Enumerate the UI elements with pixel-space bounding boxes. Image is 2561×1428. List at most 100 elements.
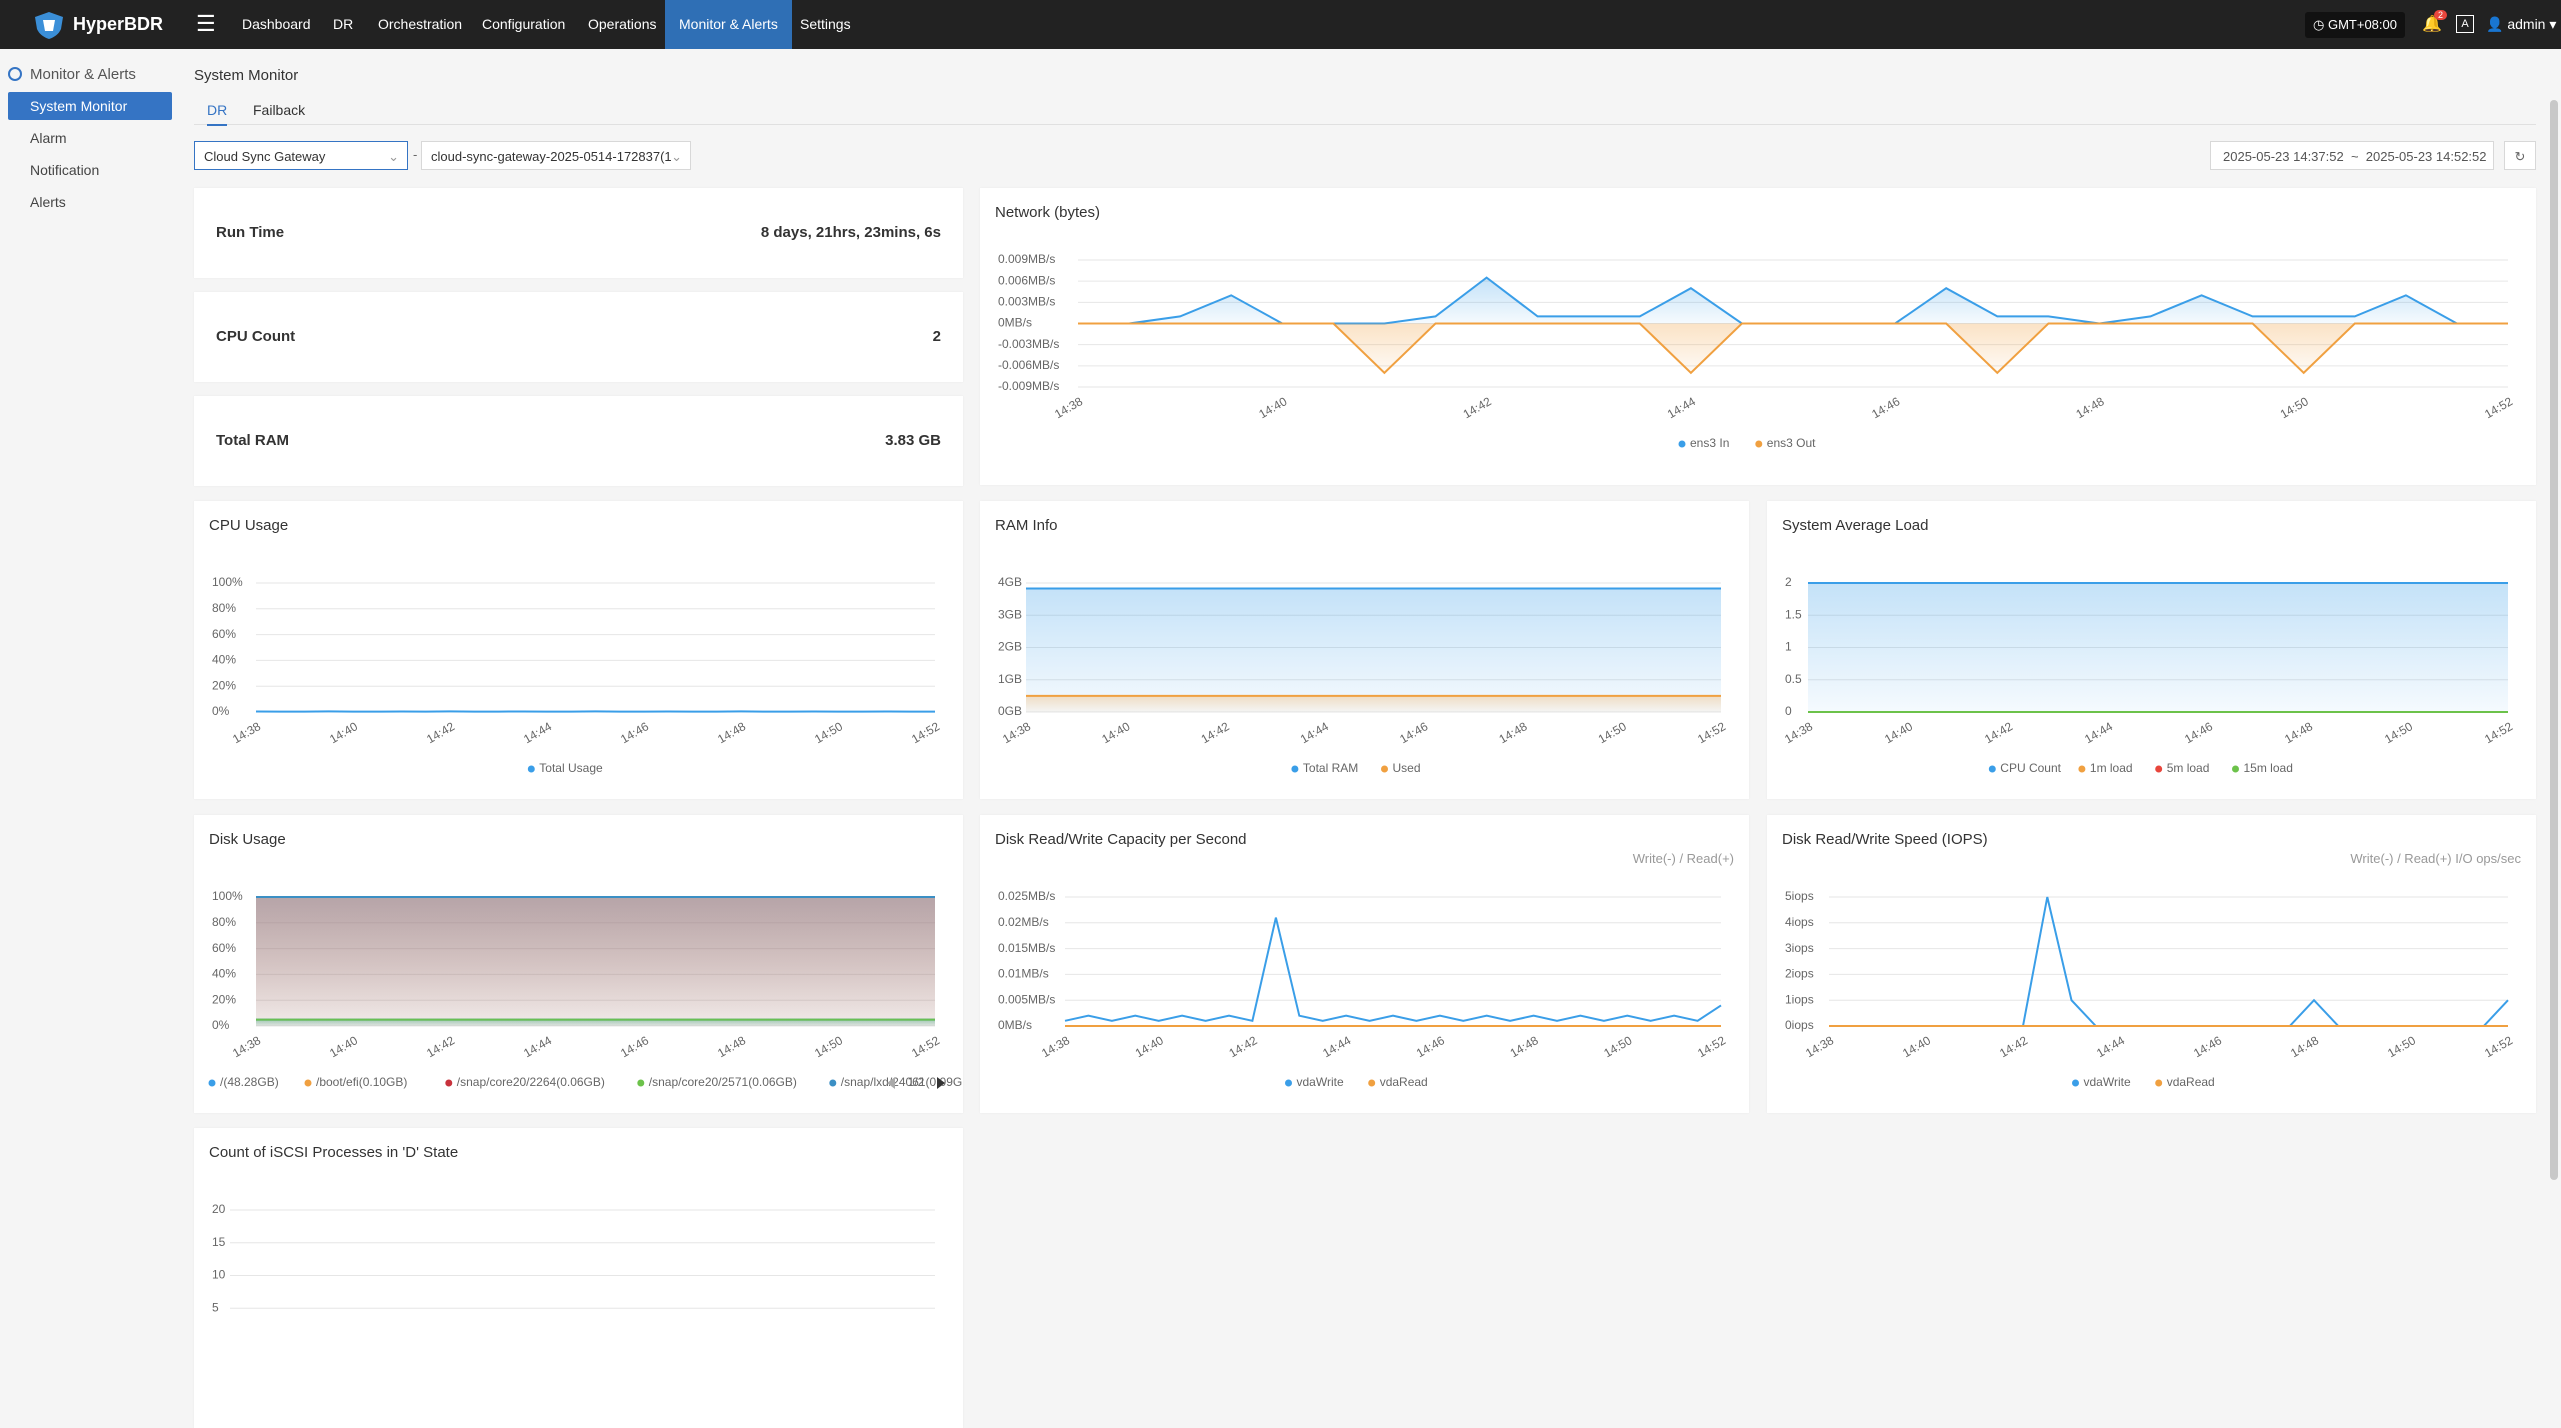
gateway-select[interactable]: Cloud Sync Gateway⌄ xyxy=(194,141,408,170)
legend-marker xyxy=(2072,1080,2079,1087)
stat-label: Run Time xyxy=(216,224,284,241)
y-tick-label: 0.006MB/s xyxy=(998,273,1055,287)
x-tick-label: 14:38 xyxy=(1039,1033,1072,1060)
x-tick-label: 14:48 xyxy=(2074,394,2107,421)
y-tick-label: -0.006MB/s xyxy=(998,358,1059,372)
y-tick-label: 4iops xyxy=(1785,915,1814,929)
x-tick-label: 14:52 xyxy=(2482,1033,2515,1060)
y-tick-label: 0.02MB/s xyxy=(998,915,1049,929)
legend-marker xyxy=(1285,1080,1292,1087)
sidebar-item[interactable]: Notification xyxy=(8,156,172,184)
legend-marker xyxy=(1368,1080,1375,1087)
legend-label: vdaRead xyxy=(2167,1075,2215,1089)
legend-label: /snap/core20/2264(0.06GB) xyxy=(457,1075,605,1089)
refresh-button[interactable]: ↻ xyxy=(2504,141,2536,170)
nav-item[interactable]: Dashboard xyxy=(228,0,325,49)
y-tick-label: 1.5 xyxy=(1785,607,1802,621)
nav-item[interactable]: DR xyxy=(319,0,367,49)
legend-marker xyxy=(209,1080,216,1087)
stat-label: CPU Count xyxy=(216,328,295,345)
menu-toggle[interactable]: ☰ xyxy=(196,0,216,47)
stat-value: 8 days, 21hrs, 23mins, 6s xyxy=(761,224,941,241)
y-tick-label: 0.5 xyxy=(1785,672,1802,686)
x-tick-label: 14:42 xyxy=(424,719,457,746)
tab[interactable]: DR xyxy=(207,102,227,126)
legend-label: vdaWrite xyxy=(1297,1075,1344,1089)
legend-label: 1m load xyxy=(2090,761,2133,775)
y-tick-label: 0MB/s xyxy=(998,316,1032,330)
x-tick-label: 14:44 xyxy=(521,1033,554,1060)
y-tick-label: 0.009MB/s xyxy=(998,252,1055,266)
scrollbar[interactable] xyxy=(2550,100,2558,1180)
y-tick-label: 1iops xyxy=(1785,992,1814,1006)
stat-label: Total RAM xyxy=(216,432,289,449)
area xyxy=(256,897,935,1026)
chart: 0.009MB/s0.006MB/s0.003MB/s0MB/s-0.003MB… xyxy=(980,188,2536,485)
timezone[interactable]: ◷ GMT+08:00 xyxy=(2305,12,2405,38)
x-tick-label: 14:44 xyxy=(521,719,554,746)
y-tick-label: 0 xyxy=(1785,704,1792,718)
y-tick-label: 4GB xyxy=(998,575,1022,589)
y-tick-label: 80% xyxy=(212,915,236,929)
y-tick-label: 0% xyxy=(212,1018,230,1032)
x-tick-label: 14:50 xyxy=(2385,1033,2418,1060)
x-tick-label: 14:48 xyxy=(715,1033,748,1060)
legend-marker xyxy=(2078,766,2085,773)
nav-item[interactable]: Orchestration xyxy=(364,0,476,49)
language[interactable]: A xyxy=(2456,15,2474,33)
legend-marker xyxy=(829,1080,836,1087)
x-tick-label: 14:46 xyxy=(618,719,651,746)
chart-card: Disk Read/Write Speed (IOPS)Write(-) / R… xyxy=(1767,815,2536,1113)
nav-item[interactable]: Configuration xyxy=(468,0,579,49)
nav-item[interactable]: Settings xyxy=(786,0,865,49)
y-tick-label: 40% xyxy=(212,653,236,667)
chart: 0MB/s0.005MB/s0.01MB/s0.015MB/s0.02MB/s0… xyxy=(980,815,1749,1113)
nav-item[interactable]: Monitor & Alerts xyxy=(665,0,792,49)
tab[interactable]: Failback xyxy=(253,102,305,124)
y-tick-label: 20 xyxy=(212,1202,226,1216)
legend-label: vdaRead xyxy=(1380,1075,1428,1089)
x-tick-label: 14:52 xyxy=(2482,394,2515,421)
x-tick-label: 14:40 xyxy=(1133,1033,1166,1060)
x-tick-label: 14:44 xyxy=(1320,1033,1353,1060)
y-tick-label: 0GB xyxy=(998,704,1022,718)
y-tick-label: 2 xyxy=(1785,575,1792,589)
x-tick-label: 14:44 xyxy=(1665,394,1698,421)
page-title: System Monitor xyxy=(194,67,298,84)
y-tick-label: 100% xyxy=(212,575,243,589)
area xyxy=(1026,588,1721,712)
select-text: Cloud Sync Gateway xyxy=(204,149,325,164)
y-tick-label: 80% xyxy=(212,601,236,615)
stat-card: Run Time 8 days, 21hrs, 23mins, 6s xyxy=(194,188,963,278)
legend-label: 15m load xyxy=(2244,761,2293,775)
area xyxy=(1026,696,1721,712)
sidebar-item[interactable]: Alarm xyxy=(8,124,172,152)
x-tick-label: 14:38 xyxy=(1052,394,1085,421)
tab-rule xyxy=(194,124,2536,125)
y-tick-label: 20% xyxy=(212,678,236,692)
nav-item[interactable]: Operations xyxy=(574,0,670,49)
legend-marker xyxy=(1989,766,1996,773)
x-tick-label: 14:46 xyxy=(1869,394,1902,421)
x-tick-label: 14:40 xyxy=(1882,719,1915,746)
x-tick-label: 14:50 xyxy=(2278,394,2311,421)
sidebar-item[interactable]: Alerts xyxy=(8,188,172,216)
sidebar-title: Monitor & Alerts xyxy=(30,66,136,83)
date-range[interactable]: 2025-05-23 14:37:52 ~ 2025-05-23 14:52:5… xyxy=(2210,141,2494,170)
logo xyxy=(32,10,66,40)
legend-label: CPU Count xyxy=(2000,761,2061,775)
x-tick-label: 14:46 xyxy=(1414,1033,1447,1060)
user-menu[interactable]: 👤 admin ▾ xyxy=(2486,0,2556,49)
host-select[interactable]: cloud-sync-gateway-2025-0514-172837(1⌄ xyxy=(421,141,691,170)
y-tick-label: 60% xyxy=(212,627,236,641)
sidebar-item[interactable]: System Monitor xyxy=(8,92,172,120)
y-tick-label: 2iops xyxy=(1785,967,1814,981)
y-tick-label: 0.015MB/s xyxy=(998,941,1055,955)
x-tick-label: 14:40 xyxy=(1900,1033,1933,1060)
line xyxy=(1065,918,1721,1021)
